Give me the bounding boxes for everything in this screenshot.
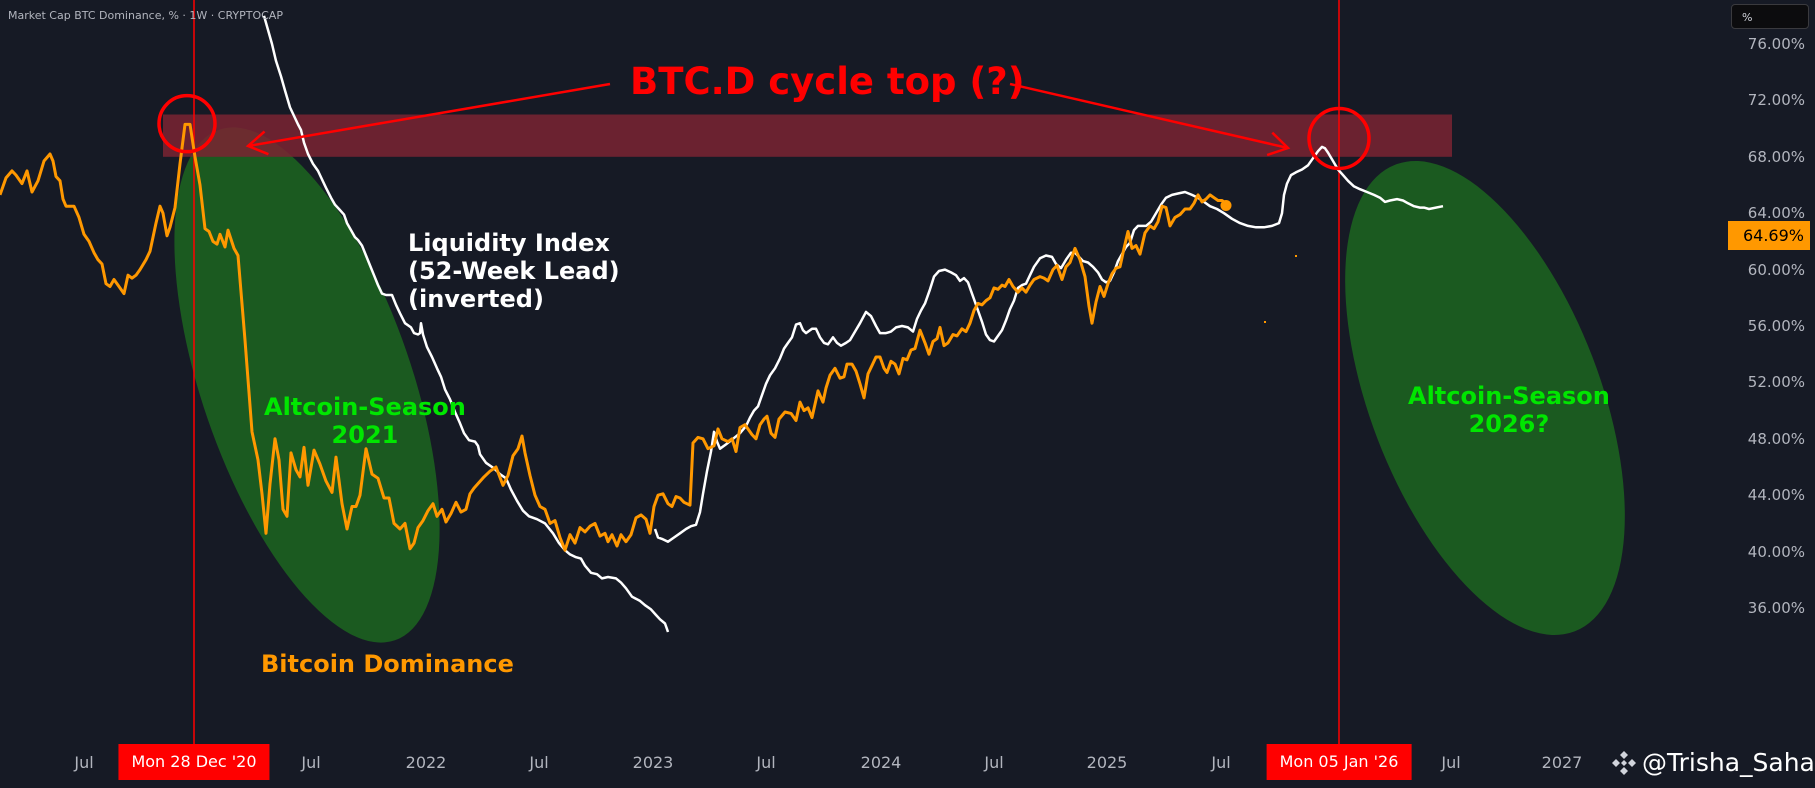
price-scale-unit-selector[interactable]: % bbox=[1731, 4, 1809, 29]
x-tick-label: 2025 bbox=[1086, 753, 1128, 772]
arrow-shaft-1[interactable] bbox=[1009, 82, 1289, 150]
y-tick-label: 76.00% bbox=[1747, 35, 1805, 53]
y-tick-label: 56.00% bbox=[1747, 317, 1805, 335]
author-watermark: @Trisha_Saha bbox=[1610, 748, 1815, 777]
symbol-title: Market Cap BTC Dominance, % · 1W · CRYPT… bbox=[8, 9, 283, 22]
highlight-circle-1[interactable] bbox=[1307, 106, 1371, 171]
x-tick-label: Jul bbox=[1441, 753, 1461, 772]
altseason-2026-ellipse[interactable] bbox=[1288, 123, 1682, 672]
stray-dot-0 bbox=[1295, 255, 1297, 257]
y-tick-label: 72.00% bbox=[1747, 91, 1805, 110]
x-tick-label: Jul bbox=[74, 753, 94, 772]
x-tick-label: Jul bbox=[984, 753, 1004, 772]
x-tick-label: 2027 bbox=[1541, 753, 1583, 772]
arrow-shaft-0[interactable] bbox=[247, 82, 611, 148]
bitcoin-dominance-line[interactable] bbox=[0, 122, 1227, 552]
y-tick-label: 48.00% bbox=[1747, 429, 1805, 448]
altseason-2021-label: Altcoin-Season 2021 bbox=[264, 393, 466, 449]
arrow-head-0-icon bbox=[245, 130, 269, 156]
bitcoin-dominance-label: Bitcoin Dominance bbox=[261, 650, 514, 678]
y-tick-label: 52.00% bbox=[1747, 373, 1805, 392]
x-tick-label: 2022 bbox=[405, 753, 447, 772]
x-tick-label: Jul bbox=[301, 753, 321, 772]
x-tick-label: Jul bbox=[529, 753, 549, 772]
x-tick-label: Jul bbox=[1211, 753, 1231, 772]
cycle-top-zone[interactable] bbox=[163, 114, 1452, 157]
liquidity-index-line-a[interactable] bbox=[262, 15, 670, 633]
liquidity-index-line-b[interactable] bbox=[653, 145, 1444, 543]
y-tick-label: 60.00% bbox=[1747, 260, 1805, 279]
x-tick-label: 2023 bbox=[632, 753, 674, 772]
x-tick-label: Jul bbox=[756, 753, 776, 772]
crosshair-date-label: Mon 05 Jan '26 bbox=[1266, 744, 1412, 780]
cycle-top-annotation: BTC.D cycle top (?) bbox=[630, 60, 1025, 103]
altseason-2026-label: Altcoin-Season 2026? bbox=[1408, 382, 1610, 438]
liquidity-index-label: Liquidity Index (52-Week Lead) (inverted… bbox=[408, 229, 620, 313]
y-tick-label: 44.00% bbox=[1747, 486, 1805, 505]
last-point-dot bbox=[1220, 199, 1232, 211]
crosshair-date-label: Mon 28 Dec '20 bbox=[118, 744, 270, 780]
watermark-handle: @Trisha_Saha bbox=[1642, 748, 1815, 777]
last-price-badge: 64.69% bbox=[1728, 221, 1810, 250]
y-tick-label: 68.00% bbox=[1747, 147, 1805, 166]
highlight-circle-0[interactable] bbox=[157, 93, 217, 154]
y-tick-label: 36.00% bbox=[1747, 599, 1805, 617]
y-tick-label: 40.00% bbox=[1747, 542, 1805, 561]
binance-logo-icon bbox=[1612, 750, 1636, 775]
y-tick-label: 64.00% bbox=[1747, 204, 1805, 223]
altseason-2021-ellipse[interactable] bbox=[120, 96, 494, 675]
x-tick-label: 2024 bbox=[860, 753, 902, 772]
arrow-head-1-icon bbox=[1266, 131, 1291, 157]
stray-dot-1 bbox=[1264, 321, 1266, 323]
